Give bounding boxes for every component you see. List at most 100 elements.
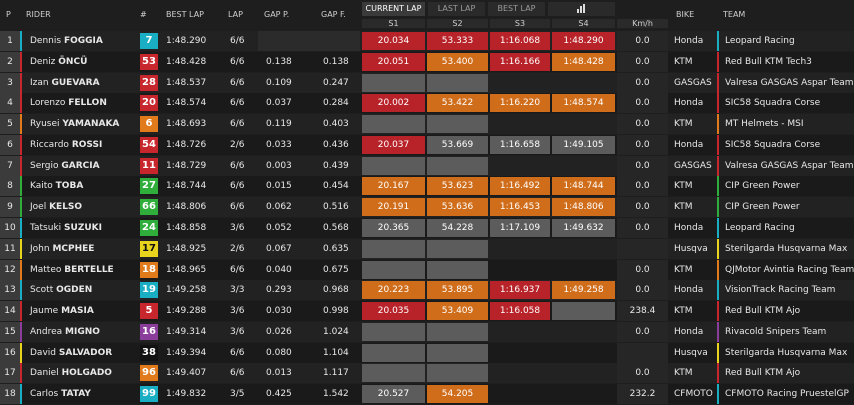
gap-previous: 0.030	[266, 306, 292, 317]
position: 15	[0, 321, 20, 342]
rider-name: Lorenzo FELLON	[20, 93, 134, 114]
timing-row[interactable]: 4 Lorenzo FELLON 20 1:48.574 6/6 0.037 0.284 20…	[0, 93, 854, 114]
rider-number: 99	[140, 386, 158, 403]
best-lap: 1:49.258	[166, 285, 207, 296]
sector-time: 20.223	[362, 281, 425, 300]
timing-row[interactable]: 11 John MCPHEE 17 1:48.925 2/6 0.067 0.635 Husq…	[0, 238, 854, 259]
rider-first-name: Riccardo	[30, 139, 69, 150]
team: Leopard Racing	[717, 31, 854, 51]
gap-previous: 0.119	[266, 119, 292, 130]
column-header: TEAM	[723, 10, 746, 19]
timing-row[interactable]: 1 Dennis FOGGIA 7 1:48.290 6/6 20.034 53.333 1:…	[0, 31, 854, 51]
lap-count: 6/6	[230, 181, 245, 192]
timing-row[interactable]: 14 Jaume MASIA 5 1:49.288 3/6 0.030 0.998 20.03…	[0, 301, 854, 322]
team: CFMOTO Racing PruestelGP	[717, 384, 854, 405]
timing-row[interactable]: 5 Ryusei YAMANAKA 6 1:48.693 6/6 0.119 0.403 0.…	[0, 114, 854, 135]
gap-previous	[258, 31, 315, 51]
best-lap: 1:48.537	[166, 77, 207, 88]
team: MT Helmets - MSI	[717, 114, 854, 135]
gap-first: 0.436	[323, 139, 349, 150]
column-header: P	[6, 10, 11, 19]
rider-number: 17	[140, 240, 158, 257]
rider-name: Carlos TATAY	[20, 384, 134, 405]
position: 18	[0, 384, 20, 405]
sector-time: 1:16.937	[490, 281, 550, 300]
bike: CFMOTO	[674, 389, 713, 400]
timing-row[interactable]: 6 Riccardo ROSSI 54 1:48.726 2/6 0.033 0.436 20…	[0, 134, 854, 155]
column-header: S1	[362, 19, 425, 28]
timing-row[interactable]: 10 Tatsuki SUZUKI 24 1:48.858 3/6 0.052 0.568 2…	[0, 218, 854, 238]
rider-name: Ryusei YAMANAKA	[20, 114, 134, 135]
sector-time: 20.167	[362, 177, 425, 196]
best-lap: 1:48.428	[166, 56, 207, 67]
sector-time: 53.895	[427, 281, 488, 300]
timing-row[interactable]: 17 Daniel HOLGADO 96 1:49.407 6/6 0.013 1.117 0…	[0, 363, 854, 384]
chart-tab[interactable]	[548, 2, 615, 16]
sector-time: 1:48.574	[552, 94, 615, 113]
rider-first-name: Scott	[30, 285, 54, 296]
rider-name: Riccardo ROSSI	[20, 134, 134, 155]
rider-name: Jaume MASIA	[20, 301, 134, 322]
speed: 0.0	[617, 31, 668, 51]
rider-last-name: BERTELLE	[64, 264, 114, 275]
gap-first: 1.117	[323, 368, 349, 379]
timing-row[interactable]: 8 Kaito TOBA 27 1:48.744 6/6 0.015 0.454 20.167…	[0, 176, 854, 197]
speed: 0.0	[617, 176, 668, 197]
rider-first-name: Deniz	[30, 56, 56, 67]
sector-time	[427, 239, 488, 258]
speed	[617, 342, 668, 363]
lap-count: 6/6	[230, 347, 245, 358]
column-header: S4	[552, 19, 615, 28]
bike: KTM	[674, 119, 693, 130]
bike: GASGAS	[674, 77, 712, 88]
sector-time: 1:49.105	[552, 135, 615, 154]
rider-last-name: GARCIA	[61, 160, 100, 171]
rider-first-name: Carlos	[30, 389, 59, 400]
gap-previous: 0.015	[266, 181, 292, 192]
gap-first: 0.675	[323, 264, 349, 275]
speed: 0.0	[617, 155, 668, 176]
rider-last-name: ÖNCÜ	[58, 56, 88, 67]
timing-row[interactable]: 9 Joel KELSO 66 1:48.806 6/6 0.062 0.516 20.191…	[0, 197, 854, 218]
timing-row[interactable]: 3 Izan GUEVARA 28 1:48.537 6/6 0.109 0.247 0.0 G…	[0, 72, 854, 93]
sector-time: 54.205	[427, 385, 488, 404]
column-header: LAP	[228, 10, 243, 19]
tab[interactable]: LAST LAP	[428, 2, 485, 16]
timing-row[interactable]: 16 David SALVADOR 38 1:49.394 6/6 0.080 1.104 H…	[0, 342, 854, 363]
gap-first: 0.439	[323, 160, 349, 171]
bike: Honda	[674, 139, 704, 150]
timing-row[interactable]: 12 Matteo BERTELLE 18 1:48.965 6/6 0.040 0.675…	[0, 259, 854, 280]
team: Rivacold Snipers Team	[717, 321, 854, 342]
sector-time: 53.333	[427, 32, 488, 50]
rider-number: 66	[140, 199, 158, 216]
timing-row[interactable]: 13 Scott OGDEN 19 1:49.258 3/3 0.293 0.968 20.2…	[0, 280, 854, 301]
tab[interactable]: BEST LAP	[488, 2, 545, 16]
sector-time: 1:48.428	[552, 52, 615, 71]
bike: KTM	[674, 202, 693, 213]
timing-row[interactable]: 2 Deniz ÖNCÜ 53 1:48.428 6/6 0.138 0.138 20.051…	[0, 51, 854, 72]
timing-row[interactable]: 18 Carlos TATAY 99 1:49.832 3/5 0.425 1.542 20.…	[0, 384, 854, 405]
timing-row[interactable]: 15 Andrea MIGNO 16 1:49.314 3/6 0.026 1.024 0.0…	[0, 321, 854, 342]
rider-name: Dennis FOGGIA	[20, 31, 134, 51]
rider-number: 7	[140, 33, 158, 49]
position: 14	[0, 301, 20, 322]
sector-time: 1:16.068	[490, 32, 550, 50]
rider-first-name: Dennis	[30, 36, 62, 46]
position: 16	[0, 342, 20, 363]
sector-time: 53.636	[427, 198, 488, 217]
sector-time	[427, 343, 488, 362]
column-header: GAP P.	[264, 10, 290, 19]
rider-last-name: SALVADOR	[58, 347, 113, 358]
rider-number: 11	[140, 157, 158, 174]
timing-row[interactable]: 7 Sergio GARCIA 11 1:48.729 6/6 0.003 0.439 0.0…	[0, 155, 854, 176]
gap-previous: 0.037	[266, 98, 292, 109]
tab[interactable]: CURRENT LAP	[362, 2, 425, 16]
gap-first: 0.968	[323, 285, 349, 296]
rider-last-name: SUZUKI	[64, 223, 102, 233]
sector-time	[362, 239, 425, 258]
sector-time	[362, 364, 425, 383]
sector-time	[362, 322, 425, 341]
speed: 0.0	[617, 363, 668, 384]
rider-last-name: MIGNO	[65, 326, 100, 337]
